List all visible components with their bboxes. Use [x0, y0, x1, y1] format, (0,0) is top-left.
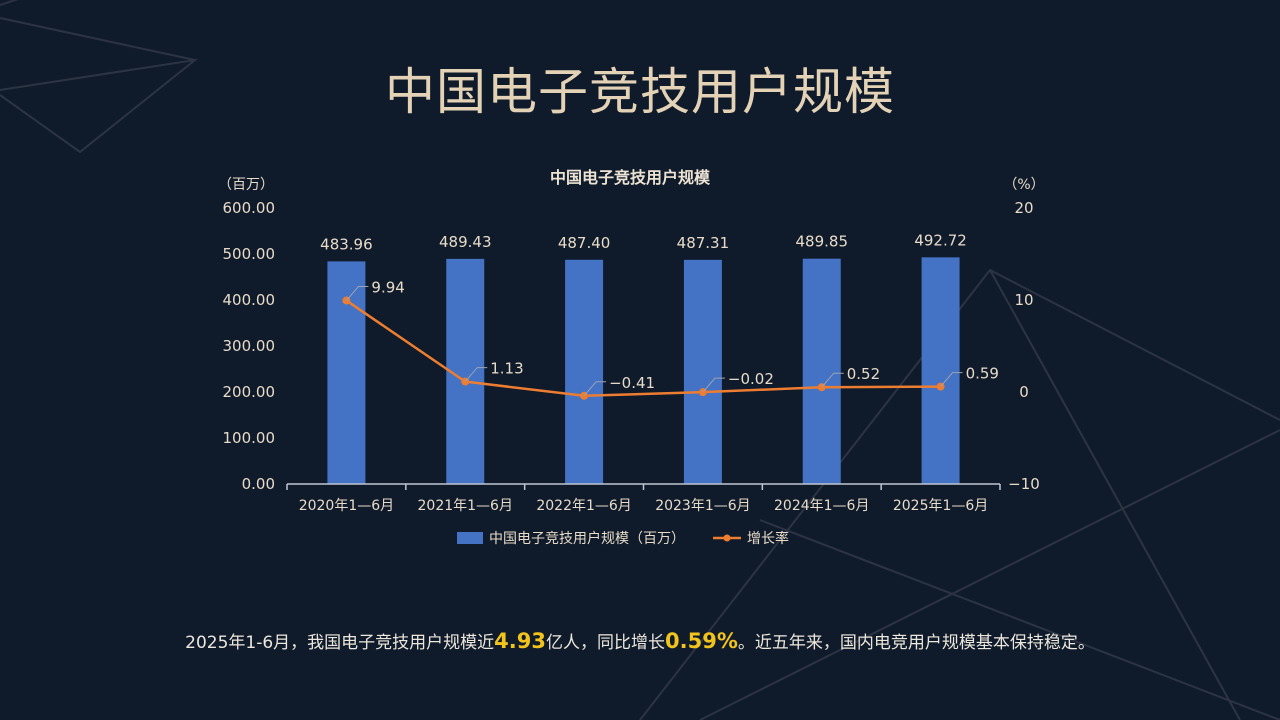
- growth-value-label: −0.41: [609, 374, 655, 392]
- chart-title: 中国电子竞技用户规模: [550, 168, 711, 187]
- bar-value-label: 489.85: [796, 233, 849, 251]
- growth-label-leader: [583, 381, 607, 397]
- x-tick-label: 2021年1—6月: [418, 498, 513, 514]
- y-right-tick-label: −10: [1008, 475, 1040, 493]
- summary-highlight-users: 4.93: [494, 629, 546, 653]
- bar: [327, 261, 366, 484]
- growth-label-leader: [821, 372, 844, 388]
- summary-part-2: 亿人，同比增长: [546, 633, 665, 653]
- legend-bar-label: 中国电子竞技用户规模（百万）: [489, 530, 685, 547]
- bar: [446, 258, 485, 484]
- y-left-unit-label: （百万）: [218, 177, 274, 193]
- legend-line-label: 增长率: [747, 530, 789, 547]
- summary-highlight-growth: 0.59%: [665, 629, 738, 653]
- growth-label-leader: [702, 377, 725, 393]
- y-right-tick-label: 10: [1014, 291, 1033, 309]
- page-title: 中国电子竞技用户规模: [385, 63, 895, 121]
- y-right-unit-label: （%）: [1003, 177, 1044, 193]
- bar: [802, 258, 841, 484]
- growth-value-label: 9.94: [371, 279, 404, 297]
- decor-line-top-left: [0, 58, 199, 154]
- legend-bar-swatch: [457, 532, 483, 544]
- y-left-tick-label: 500.00: [223, 245, 276, 263]
- summary-text: 2025年1-6月，我国电子竞技用户规模近4.93亿人，同比增长0.59%。近五…: [0, 628, 1280, 653]
- growth-value-label: 0.59: [966, 365, 999, 383]
- y-right-tick-label: 20: [1014, 199, 1033, 217]
- bar: [921, 257, 960, 484]
- bar-value-label: 492.72: [914, 231, 967, 249]
- y-left-tick-label: 0.00: [242, 475, 275, 493]
- growth-rate-line: [345, 299, 941, 398]
- growth-label-leader: [346, 286, 369, 301]
- bar: [565, 259, 604, 484]
- y-left-tick-label: 600.00: [223, 199, 276, 217]
- y-left-tick-label: 100.00: [223, 429, 276, 447]
- growth-value-label: 0.52: [847, 365, 880, 383]
- x-tick-label: 2020年1—6月: [299, 498, 394, 514]
- growth-label-leader: [464, 367, 488, 382]
- y-left-tick-label: 300.00: [223, 337, 276, 355]
- y-left-tick-label: 400.00: [223, 291, 276, 309]
- legend-line-marker: [723, 534, 731, 542]
- growth-value-label: 1.13: [490, 360, 523, 378]
- bar-value-label: 487.40: [558, 234, 611, 252]
- x-tick-label: 2025年1—6月: [893, 498, 988, 514]
- bar: [683, 259, 722, 484]
- y-right-tick-label: 0: [1019, 383, 1029, 401]
- summary-part-1: 2025年1-6月，我国电子竞技用户规模近: [185, 633, 495, 653]
- y-left-tick-label: 200.00: [223, 383, 276, 401]
- growth-value-label: −0.02: [728, 370, 774, 388]
- bar-value-label: 487.31: [677, 234, 730, 252]
- summary-part-3: 。近五年来，国内电竞用户规模基本保持稳定。: [737, 633, 1095, 653]
- x-tick-label: 2022年1—6月: [536, 498, 631, 514]
- bar-value-label: 483.96: [320, 235, 373, 253]
- x-tick-label: 2024年1—6月: [774, 498, 869, 514]
- x-tick-label: 2023年1—6月: [655, 498, 750, 514]
- growth-label-leader: [940, 372, 963, 387]
- bar-value-label: 489.43: [439, 233, 492, 251]
